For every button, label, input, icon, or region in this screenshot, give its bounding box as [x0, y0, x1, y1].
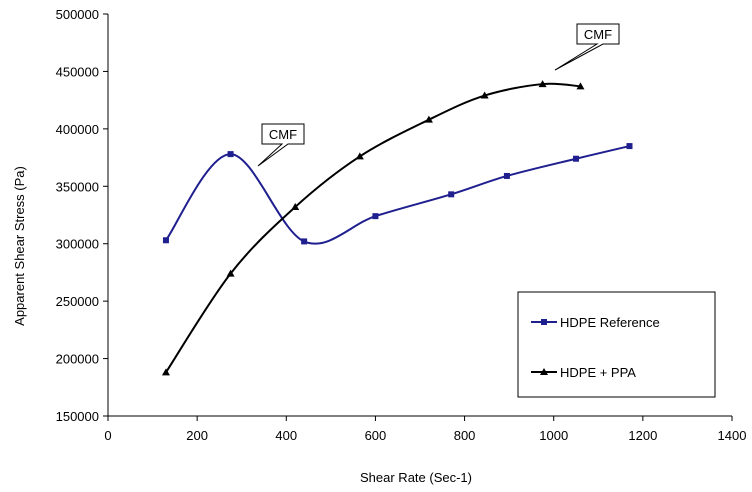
y-ticks: 150000 200000 250000 300000 350000 400000 4500… [56, 7, 108, 424]
data-point [291, 202, 300, 210]
data-point [227, 151, 234, 158]
series-hdpe-ppa [161, 80, 585, 376]
y-tick-label: 350000 [56, 179, 99, 194]
cmf-callout: CMF [554, 23, 620, 71]
legend-box [517, 291, 716, 398]
legend-item: HDPE + PPA [531, 365, 636, 380]
x-tick-label: 1200 [628, 428, 657, 443]
series-line [165, 145, 630, 245]
y-tick-label: 250000 [56, 294, 99, 309]
data-point [424, 115, 433, 123]
data-point [480, 91, 489, 99]
y-tick-label: 150000 [56, 409, 99, 424]
data-point [301, 238, 308, 245]
data-point [448, 191, 455, 198]
x-tick-label: 1400 [718, 428, 747, 443]
y-tick-label: 500000 [56, 7, 99, 22]
data-point [503, 172, 510, 179]
data-point [576, 82, 585, 90]
y-axis-label: Apparent Shear Stress (Pa) [12, 166, 27, 326]
callout-box [554, 23, 620, 71]
x-tick-label: 0 [104, 428, 111, 443]
x-ticks: 0 200 400 600 800 1000 1200 1400 [104, 416, 746, 443]
data-point [162, 237, 169, 244]
x-tick-label: 200 [186, 428, 208, 443]
legend-marker [540, 368, 548, 375]
series-hdpe-reference [162, 143, 633, 245]
x-tick-label: 1000 [539, 428, 568, 443]
cmf-callout: CMF [257, 123, 305, 167]
x-axis-label: Shear Rate (Sec-1) [360, 470, 472, 485]
legend-marker [541, 319, 547, 325]
x-tick-label: 800 [454, 428, 476, 443]
data-point [573, 155, 579, 162]
legend-item: HDPE Reference [531, 315, 660, 330]
data-point [626, 143, 633, 150]
axes [107, 14, 732, 417]
data-point [538, 80, 547, 88]
y-tick-label: 450000 [56, 64, 99, 79]
data-point [355, 152, 364, 160]
series-layer [161, 80, 633, 376]
y-tick-label: 400000 [56, 122, 99, 137]
callout-label: CMF [269, 127, 297, 142]
y-tick-label: 300000 [56, 237, 99, 252]
callout-label: CMF [584, 27, 612, 42]
legend: HDPE Reference HDPE + PPA [517, 291, 716, 398]
data-point [372, 213, 379, 220]
y-tick-label: 200000 [56, 352, 99, 367]
legend-label: HDPE Reference [560, 315, 660, 330]
x-tick-label: 600 [365, 428, 387, 443]
annotations: CMF CMF [257, 23, 620, 167]
x-tick-label: 400 [275, 428, 297, 443]
data-point [226, 269, 235, 277]
callout-box [257, 123, 305, 167]
legend-label: HDPE + PPA [560, 365, 636, 380]
data-point [161, 368, 170, 376]
